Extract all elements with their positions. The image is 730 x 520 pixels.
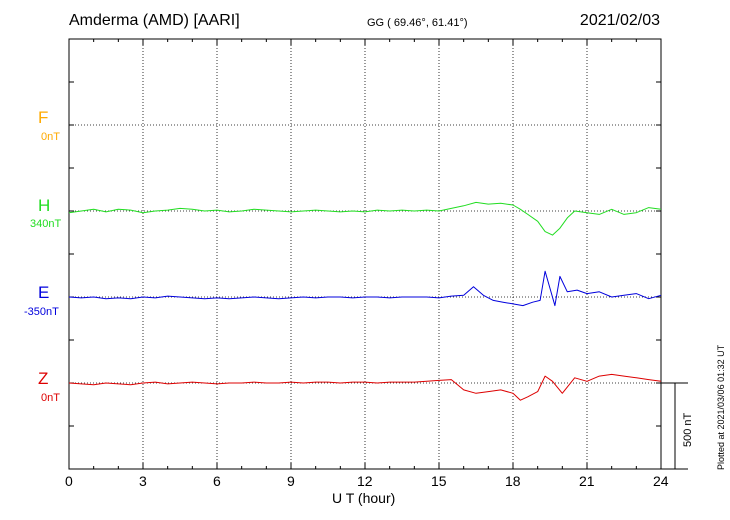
axis-ticks	[68, 39, 662, 469]
channel-f-baseline: 0nT	[41, 131, 60, 143]
scale-bar-label: 500 nT	[682, 412, 694, 447]
x-tick-label-9: 9	[287, 473, 295, 489]
channel-h-baseline: 340nT	[30, 218, 62, 230]
x-tick-label-18: 18	[505, 473, 521, 489]
x-tick-label-12: 12	[357, 473, 373, 489]
plot-frame	[68, 38, 662, 470]
channel-e-baseline: -350nT	[24, 306, 59, 318]
grid-lines	[69, 39, 661, 469]
x-tick-label-3: 3	[139, 473, 147, 489]
x-tick-label-24: 24	[653, 473, 669, 489]
traces	[68, 201, 662, 401]
x-tick-label-21: 21	[579, 473, 595, 489]
trace-e	[68, 270, 662, 307]
channel-f-label: F	[38, 108, 49, 127]
channel-z-baseline: 0nT	[41, 392, 60, 404]
geographic-coordinates: GG ( 69.46°, 61.41°)	[367, 17, 468, 29]
station-title: Amderma (AMD) [AARI]	[69, 12, 240, 29]
channel-h-label: H	[38, 196, 51, 215]
trace-h	[68, 201, 662, 236]
channel-e-label: E	[38, 283, 50, 302]
x-tick-label-0: 0	[65, 473, 73, 489]
trace-z	[68, 373, 662, 401]
x-tick-label-6: 6	[213, 473, 221, 489]
plot-date: 2021/02/03	[579, 12, 660, 29]
scale-bar	[661, 382, 688, 470]
plotted-timestamp: Plotted at 2021/03/06 01:32 UT	[716, 344, 726, 470]
channel-z-label: Z	[38, 369, 49, 388]
x-tick-label-15: 15	[431, 473, 447, 489]
x-axis-title: U T (hour)	[332, 490, 396, 506]
